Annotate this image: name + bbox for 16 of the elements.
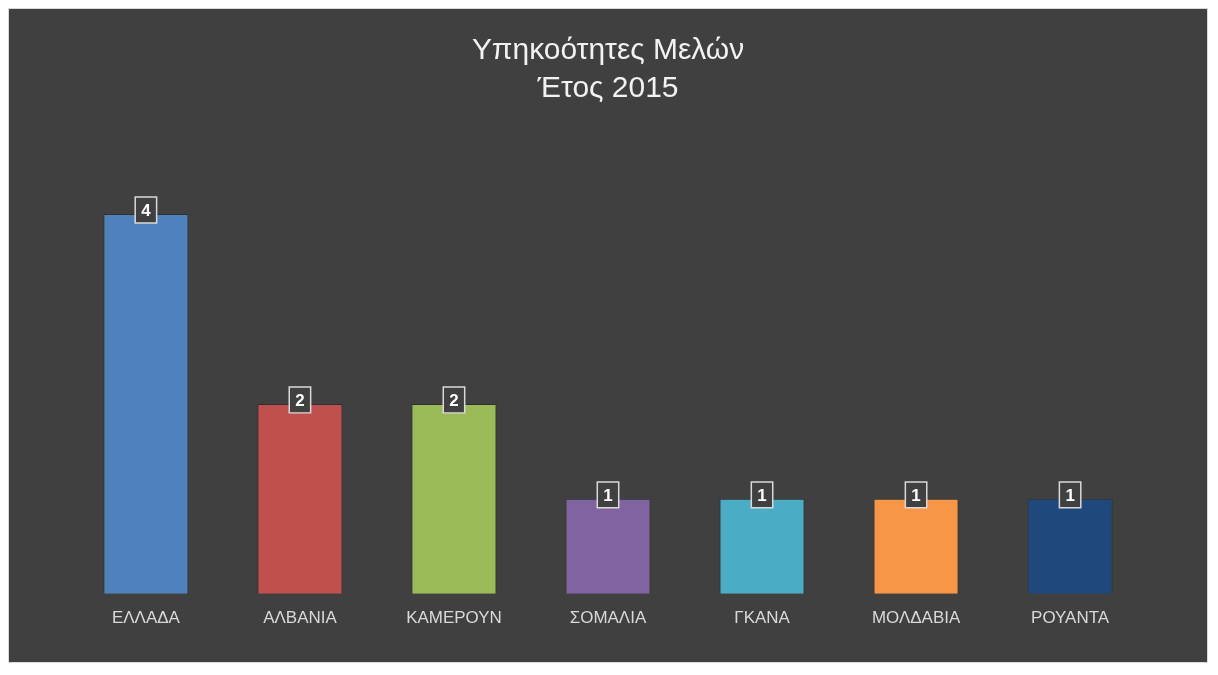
data-label: 1 [603,485,613,505]
data-label: 2 [295,390,305,410]
x-tick-label: ΣΟΜΑΛΙΑ [569,607,647,627]
data-label: 4 [141,200,152,220]
chart-title: Υπηκοότητες Μελών [471,32,745,66]
x-tick-label: ΡΟΥΑΝΤΑ [1031,607,1110,627]
data-label: 2 [449,390,459,410]
x-tick-label: ΕΛΛΑΔΑ [111,607,181,627]
data-label: 1 [1065,485,1075,505]
x-tick-label: ΑΛΒΑΝΙΑ [263,607,338,627]
x-tick-label: ΚΑΜΕΡΟΥΝ [406,607,502,627]
data-label: 1 [757,485,767,505]
chart-subtitle: Έτος 2015 [536,70,679,103]
data-label: 1 [911,485,921,505]
x-tick-label: ΓΚΑΝΑ [734,607,791,627]
x-tick-label: ΜΟΛΔΑΒΙΑ [871,607,961,627]
